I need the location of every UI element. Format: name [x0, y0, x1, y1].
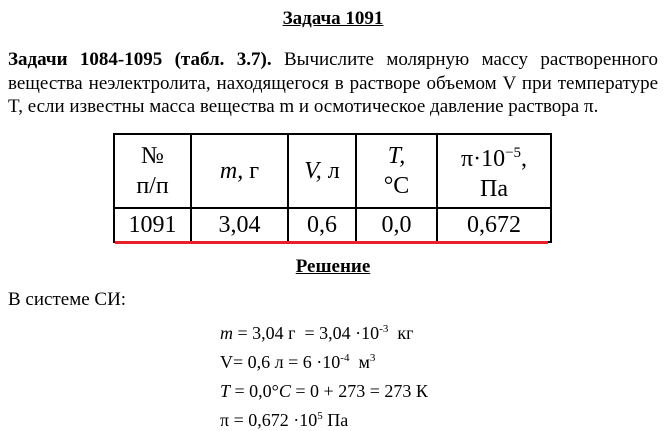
cell-temperature: 0,0: [355, 207, 438, 243]
header-volume-label: V, л: [304, 158, 340, 184]
header-mass: m, г: [190, 133, 289, 209]
header-mass-label: m, г: [219, 158, 260, 184]
header-temperature-l1: T,: [387, 143, 406, 169]
header-pressure-l2: Па: [480, 176, 508, 202]
header-temperature: T, °C: [355, 133, 438, 209]
problem-ref: Задачи 1084-1095 (табл. 3.7).: [8, 49, 272, 70]
cell-volume: 0,6: [287, 207, 357, 243]
header-temperature-l2: °C: [383, 173, 410, 199]
cell-mass: 3,04: [190, 207, 289, 243]
red-underline: [115, 241, 548, 244]
header-pressure: π·10−5, Па: [436, 133, 552, 209]
header-number-l1: №: [141, 143, 164, 169]
header-number: № п/п: [113, 133, 192, 209]
problem-statement: Задачи 1084-1095 (табл. 3.7). Вычислите …: [8, 48, 658, 119]
header-volume: V, л: [287, 133, 357, 209]
formula-volume: V= 0,6 л = 6 ·10-4 м3: [220, 352, 376, 372]
formula-mass: m = 3,04 г = 3,04 ·10-3 кг: [220, 323, 414, 343]
cell-number: 1091: [113, 207, 192, 243]
header-pressure-l1: π·10: [460, 146, 506, 172]
problem-text: Вычислите молярную массу растворенного в…: [8, 49, 658, 117]
header-pressure-tail: ,: [521, 146, 528, 172]
header-pressure-sup: −5: [505, 145, 522, 161]
formula-temperature: T = 0,0°C = 0 + 273 = 273 К: [220, 381, 428, 401]
cell-pressure: 0,672: [436, 207, 552, 243]
task-title: Задача 1091: [282, 8, 384, 29]
table-header-row: № п/п m, г V, л T, °C π·10−5, Па: [113, 133, 552, 209]
formula-pressure: π = 0,672 ·105 Па: [220, 410, 349, 430]
header-number-l2: п/п: [136, 173, 169, 199]
solution-heading: Решение: [295, 256, 371, 277]
si-label: В системе СИ:: [8, 289, 127, 310]
data-table: № п/п m, г V, л T, °C π·10−5, Па 1091 3,04 …: [113, 133, 552, 243]
table-row: 1091 3,04 0,6 0,0 0,672: [113, 207, 552, 243]
